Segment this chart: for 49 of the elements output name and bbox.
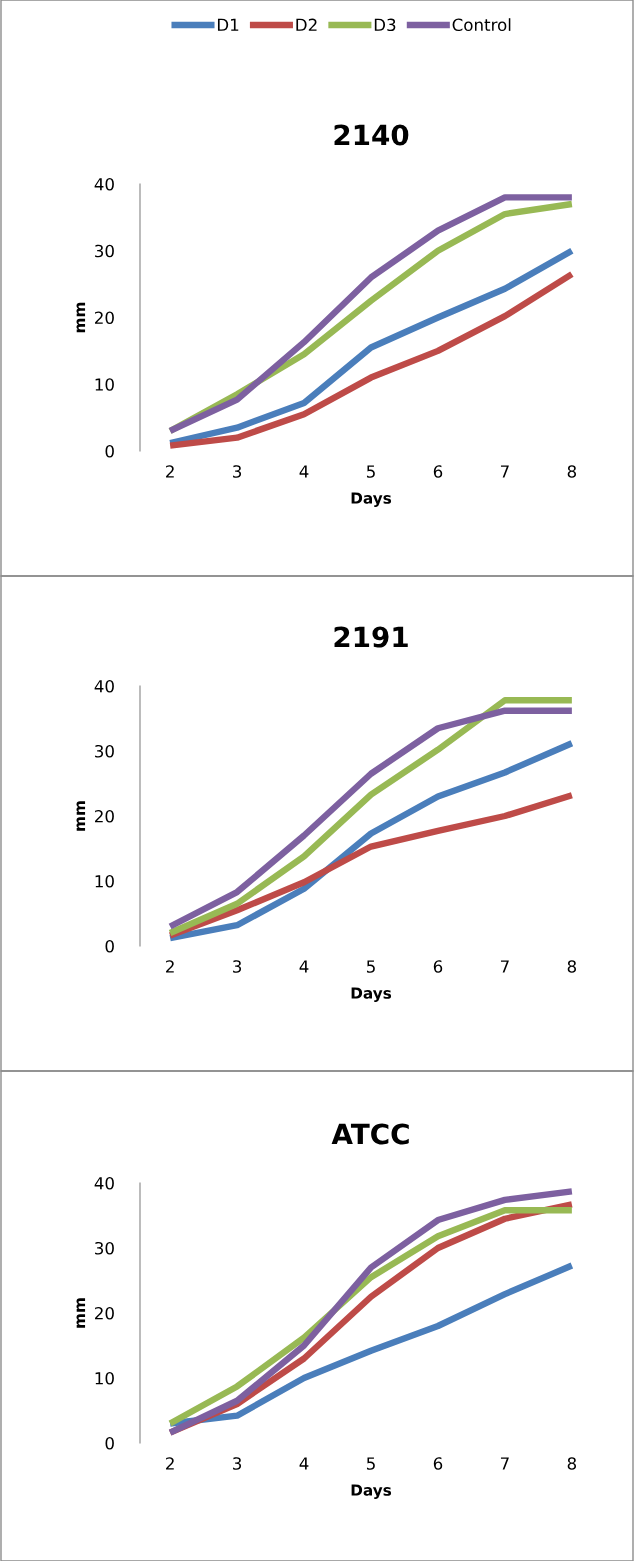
x-tick-label: 4 xyxy=(299,960,309,973)
y-tick-label: 20 xyxy=(95,809,114,823)
y-tick-label: 10 xyxy=(95,378,114,391)
legend-label: D3 xyxy=(374,18,396,32)
x-tick-label: 7 xyxy=(500,465,509,478)
y-tick-label: 10 xyxy=(95,1371,114,1385)
x-tick-label: 2 xyxy=(166,465,174,478)
x-tick-label: 5 xyxy=(366,960,375,973)
x-axis-title: Days xyxy=(351,987,392,1002)
y-tick-label: 0 xyxy=(105,1436,114,1450)
x-axis-title: Days xyxy=(351,1484,392,1499)
x-tick-label: 8 xyxy=(567,960,577,973)
x-tick-label: 8 xyxy=(567,1457,577,1470)
x-tick-label: 5 xyxy=(366,465,375,478)
y-tick-label: 0 xyxy=(105,444,114,458)
x-tick-label: 3 xyxy=(233,960,242,973)
x-tick-label: 8 xyxy=(567,465,577,478)
chart-title: 2191 xyxy=(334,626,408,648)
x-tick-label: 2 xyxy=(166,960,174,973)
y-tick-label: 30 xyxy=(95,1241,114,1255)
y-axis-title: mm xyxy=(76,302,86,333)
y-tick-label: 40 xyxy=(94,679,114,693)
x-tick-label: 6 xyxy=(433,465,443,478)
x-tick-label: 2 xyxy=(166,1457,174,1470)
y-tick-label: 10 xyxy=(95,874,114,888)
y-tick-label: 0 xyxy=(105,939,114,953)
y-tick-label: 40 xyxy=(94,1176,114,1190)
legend-label: Control xyxy=(452,18,511,32)
x-axis-title: Days xyxy=(351,492,392,507)
x-tick-label: 5 xyxy=(366,1457,375,1470)
y-tick-label: 20 xyxy=(95,311,114,325)
y-tick-label: 30 xyxy=(95,244,114,258)
y-axis-title: mm xyxy=(76,1298,86,1328)
x-tick-label: 7 xyxy=(500,1457,509,1470)
x-tick-label: 4 xyxy=(299,465,309,478)
x-tick-label: 6 xyxy=(433,960,443,973)
y-tick-label: 40 xyxy=(94,177,114,191)
legend-label: D1 xyxy=(217,18,239,31)
x-tick-label: 7 xyxy=(500,960,509,973)
legend-label: D2 xyxy=(296,18,317,31)
y-tick-label: 20 xyxy=(95,1306,114,1320)
x-tick-label: 3 xyxy=(233,465,242,478)
y-axis-title: mm xyxy=(76,801,86,831)
chart-title: 2140 xyxy=(334,124,409,146)
y-tick-label: 30 xyxy=(95,744,114,758)
x-tick-label: 3 xyxy=(233,1457,242,1470)
x-tick-label: 6 xyxy=(433,1457,443,1470)
x-tick-label: 4 xyxy=(299,1457,309,1470)
chart-title: ATCC xyxy=(331,1123,409,1145)
